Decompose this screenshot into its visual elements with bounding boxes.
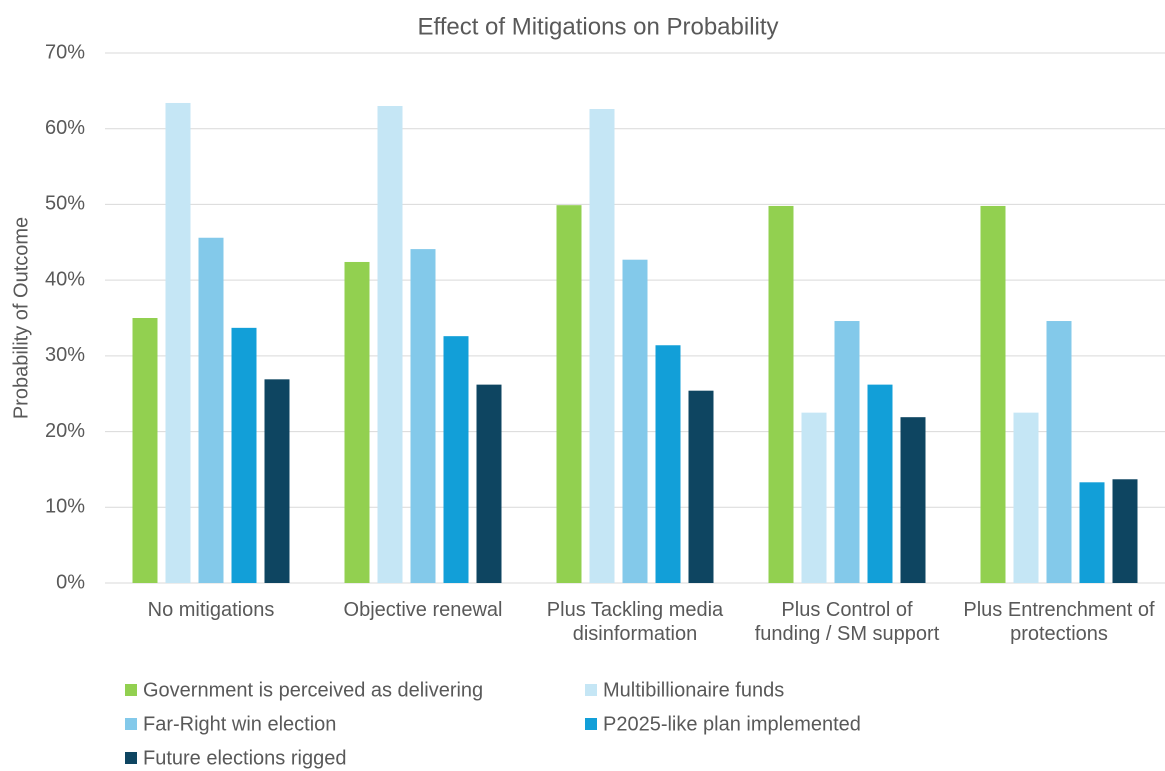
legend-swatch [125,718,137,730]
y-tick-label: 60% [45,117,85,139]
bar [556,205,582,583]
bar [1079,482,1105,583]
bar [589,109,615,584]
bar [264,379,290,583]
y-tick-label: 0% [56,571,85,593]
legend-swatch [585,684,597,696]
bar [443,336,469,583]
legend-label: Far-Right win election [143,713,336,735]
bar [1013,412,1039,583]
bar [801,412,827,583]
y-tick-label: 50% [45,193,85,215]
legend-label: Government is perceived as delivering [143,679,483,701]
bar [165,102,191,583]
bar [132,318,158,583]
bar [900,417,926,583]
y-tick-label: 20% [45,420,85,442]
legend-label: P2025-like plan implemented [603,713,861,735]
x-tick-label: Plus Tackling media disinformation [546,599,724,645]
legend-swatch [585,718,597,730]
y-tick-label: 40% [45,268,85,290]
bar [655,345,681,583]
y-axis-title: Probability of Outcome [10,217,32,419]
bar [198,237,224,583]
x-tick-label: No mitigations [147,599,275,621]
y-tick-label: 10% [45,496,85,518]
bar [1112,479,1138,583]
bar [231,327,257,583]
legend-label: Future elections rigged [143,747,346,769]
bar [688,390,714,583]
bar [622,259,648,583]
chart-title: Effect of Mitigations on Probability [417,13,778,40]
bar [377,106,403,583]
bar [980,205,1006,583]
bar [476,384,502,583]
bar [410,249,436,583]
legend-label: Multibillionaire funds [603,679,784,701]
legend-swatch [125,752,137,764]
legend-swatch [125,684,137,696]
bar [768,205,794,583]
bar [344,261,370,583]
y-tick-label: 70% [45,41,85,63]
bar [834,321,860,583]
x-tick-label: Plus Control of funding / SM support [754,599,940,645]
bar [1046,321,1072,583]
x-tick-label: Objective renewal [343,599,503,621]
y-tick-label: 30% [45,344,85,366]
bar [867,384,893,583]
x-tick-label: Plus Entrenchment of protections [963,599,1155,645]
